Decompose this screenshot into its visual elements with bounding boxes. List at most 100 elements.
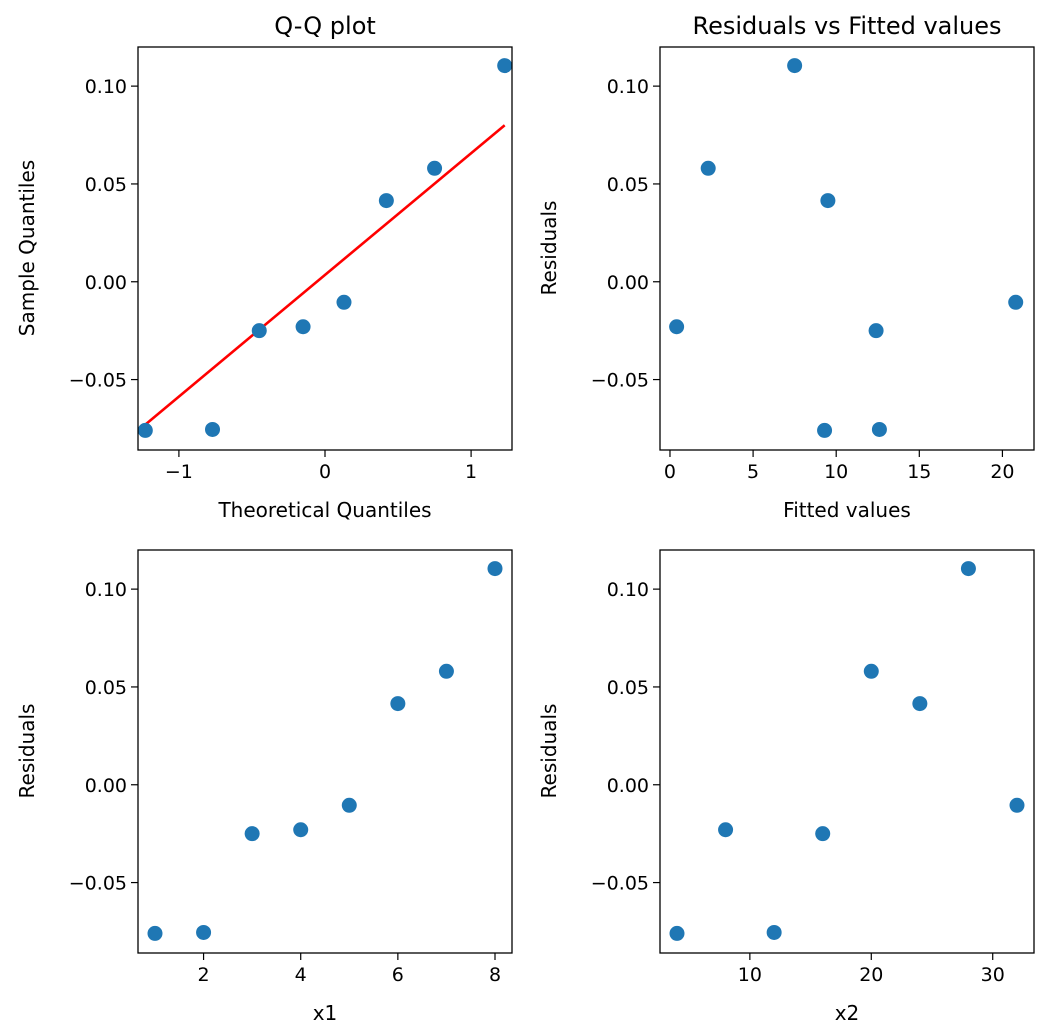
x1-point [390, 696, 406, 712]
rvf-title: Residuals vs Fitted values [692, 12, 1001, 40]
x2-ytick: −0.05 [591, 873, 660, 895]
rvf-ytick-label: −0.05 [591, 370, 649, 392]
x1-xtick-label: 6 [392, 964, 404, 986]
x2-ytick: 0.10 [607, 579, 660, 601]
x2-xtick: 30 [981, 953, 1005, 986]
qq-xtick: 0 [319, 450, 331, 483]
x1-ytick-label: 0.00 [85, 775, 127, 797]
x1-ytick-label: −0.05 [69, 873, 127, 895]
rvf-plot-area [669, 58, 1024, 438]
rvf-point [669, 319, 685, 335]
x1-xtick: 8 [489, 953, 501, 986]
x2-axes-frame [659, 549, 1035, 954]
rvf-xtick-label: 15 [907, 461, 931, 483]
x1-ytick: 0.00 [85, 775, 138, 797]
qq-ylabel: Sample Quantiles [15, 160, 39, 336]
rvf-ytick-label: 0.00 [607, 272, 649, 294]
x1-point [244, 826, 260, 842]
qq-xtick: −1 [165, 450, 193, 483]
qq-point [295, 319, 311, 335]
rvf-xtick: 10 [824, 450, 848, 483]
subplot-residuals-vs-x2: x2 Residuals 10 20 30 −0.05 0.00 0.05 0.10 [537, 549, 1035, 1025]
x1-ylabel: Residuals [15, 704, 39, 799]
qq-xtick-label: −1 [165, 461, 193, 483]
x1-point [438, 663, 454, 679]
x2-point [912, 696, 928, 712]
x2-xtick: 20 [859, 953, 883, 986]
x2-ytick-label: 0.05 [607, 677, 649, 699]
rvf-xtick: 5 [747, 450, 759, 483]
x2-ytick-label: 0.10 [607, 579, 649, 601]
qq-point [497, 58, 512, 74]
rvf-point [817, 422, 833, 438]
x2-point [766, 924, 782, 940]
x1-xtick-label: 2 [198, 964, 210, 986]
x2-point [863, 663, 879, 679]
qq-ytick-label: 0.05 [85, 174, 127, 196]
rvf-ytick: 0.10 [607, 76, 660, 98]
subplot-residuals-vs-fitted: Residuals vs Fitted values Fitted values… [537, 12, 1035, 522]
x2-ytick: 0.00 [607, 775, 660, 797]
x2-point [815, 826, 831, 842]
qq-ytick: 0.05 [85, 174, 138, 196]
x1-xtick: 4 [295, 953, 307, 986]
x1-axes-frame [137, 549, 513, 954]
qq-ytick: −0.05 [69, 370, 138, 392]
x2-point [669, 925, 685, 941]
x2-xtick: 10 [738, 953, 762, 986]
rvf-point [868, 323, 884, 339]
x1-xtick-label: 8 [489, 964, 501, 986]
x2-point [718, 822, 734, 838]
x1-ytick-label: 0.05 [85, 677, 127, 699]
qq-ytick-label: 0.00 [85, 272, 127, 294]
qq-point [336, 294, 352, 310]
qq-ytick: 0.10 [85, 76, 138, 98]
rvf-xtick: 0 [664, 450, 676, 483]
qq-xtick: 1 [465, 450, 477, 483]
qq-xlabel: Theoretical Quantiles [217, 498, 431, 522]
qq-xtick-label: 1 [465, 461, 477, 483]
x1-ytick: 0.10 [85, 579, 138, 601]
subplot-qq: Q-Q plot Theoretical Quantiles Sample Qu… [15, 12, 513, 522]
x2-xtick-label: 10 [738, 964, 762, 986]
rvf-point [787, 58, 803, 74]
rvf-xtick-label: 5 [747, 461, 759, 483]
subplot-residuals-vs-x1: x1 Residuals 2 4 6 8 −0.05 0.00 0.05 0.10 [15, 549, 513, 1025]
qq-title: Q-Q plot [274, 12, 376, 40]
rvf-ylabel: Residuals [537, 201, 561, 296]
x1-point [293, 822, 309, 838]
x1-ytick: −0.05 [69, 873, 138, 895]
x1-xtick-label: 4 [295, 964, 307, 986]
x1-ytick: 0.05 [85, 677, 138, 699]
x2-xtick-label: 30 [981, 964, 1005, 986]
qq-point [427, 160, 443, 176]
x2-xlabel: x2 [835, 1001, 860, 1025]
rvf-axes-frame [659, 46, 1035, 451]
x1-point [341, 797, 357, 813]
qq-axes-frame [137, 46, 513, 451]
rvf-point [1008, 294, 1024, 310]
qq-point [138, 422, 153, 438]
rvf-xlabel: Fitted values [783, 498, 911, 522]
x1-point [196, 924, 212, 940]
x2-ytick: 0.05 [607, 677, 660, 699]
rvf-xtick-label: 20 [990, 461, 1014, 483]
x2-point [960, 561, 976, 577]
rvf-point [820, 193, 836, 209]
x1-point [147, 925, 163, 941]
x1-xtick: 2 [198, 953, 210, 986]
rvf-ytick: −0.05 [591, 370, 660, 392]
x2-ytick-label: −0.05 [591, 873, 649, 895]
qq-point [378, 193, 394, 209]
rvf-ytick: 0.05 [607, 174, 660, 196]
x2-ylabel: Residuals [537, 704, 561, 799]
x1-plot-area [147, 561, 503, 941]
qq-reference-line [144, 124, 506, 426]
x1-xtick: 6 [392, 953, 404, 986]
x1-ytick-label: 0.10 [85, 579, 127, 601]
rvf-xtick: 15 [907, 450, 931, 483]
qq-point [205, 421, 221, 437]
x2-xtick-label: 20 [859, 964, 883, 986]
rvf-point [871, 421, 887, 437]
